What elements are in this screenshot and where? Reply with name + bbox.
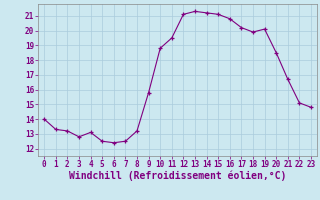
X-axis label: Windchill (Refroidissement éolien,°C): Windchill (Refroidissement éolien,°C) <box>69 171 286 181</box>
